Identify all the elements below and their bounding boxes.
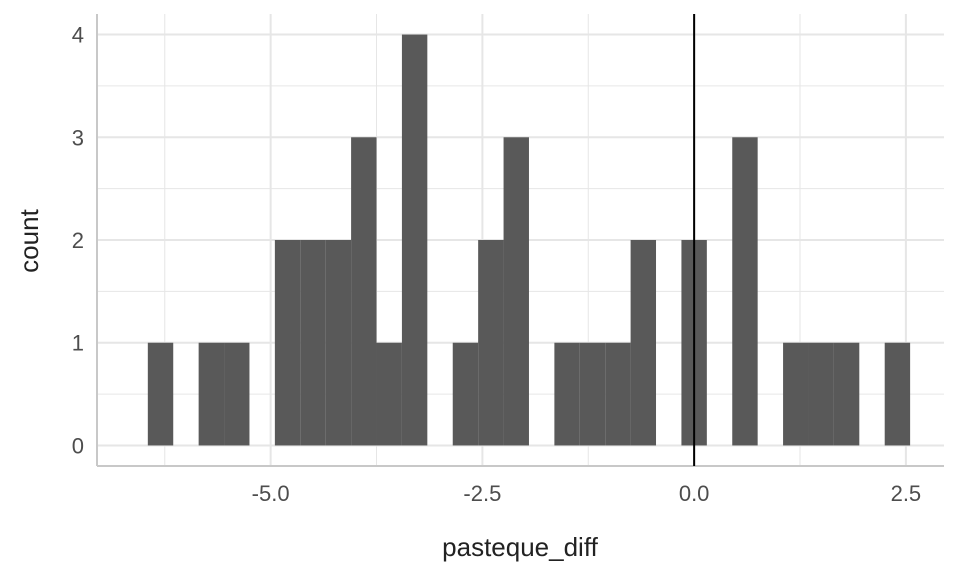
y-axis-title: count <box>14 208 44 272</box>
y-tick-label: 3 <box>72 125 84 150</box>
histogram-bar <box>401 34 428 446</box>
histogram-bar <box>630 240 657 446</box>
histogram-bar <box>376 342 402 446</box>
histogram-bar <box>198 342 225 446</box>
y-tick-label: 4 <box>72 23 84 48</box>
y-tick-label: 2 <box>72 228 84 253</box>
x-tick-label: -2.5 <box>463 481 501 506</box>
histogram-bar <box>224 342 250 446</box>
histogram-bar <box>554 342 580 446</box>
y-tick-label: 0 <box>72 433 84 458</box>
axes <box>96 14 944 467</box>
histogram-bar <box>884 342 911 446</box>
histogram-bar <box>605 342 631 446</box>
histogram-bar <box>300 240 326 446</box>
histogram-bar <box>351 137 377 446</box>
histogram-bar <box>808 342 834 446</box>
histogram-bar <box>274 240 301 446</box>
histogram-bar <box>503 137 529 446</box>
tick-labels: -5.0 -2.5 0.0 2.5 0 1 2 3 4 <box>72 23 921 506</box>
histogram-bar <box>732 137 758 446</box>
histogram-bars <box>147 34 911 446</box>
histogram-bar <box>478 240 504 446</box>
histogram-bar <box>579 342 606 446</box>
x-tick-label: 0.0 <box>679 481 710 506</box>
histogram-bar <box>833 342 860 446</box>
y-tick-label: 1 <box>72 331 84 356</box>
histogram-bar <box>783 342 809 446</box>
x-tick-label: 2.5 <box>891 481 922 506</box>
histogram-bar <box>325 240 352 446</box>
x-tick-label: -5.0 <box>252 481 290 506</box>
histogram-bar <box>147 342 174 446</box>
x-axis-title: pasteque_diff <box>442 532 598 562</box>
histogram-bar <box>452 342 479 446</box>
